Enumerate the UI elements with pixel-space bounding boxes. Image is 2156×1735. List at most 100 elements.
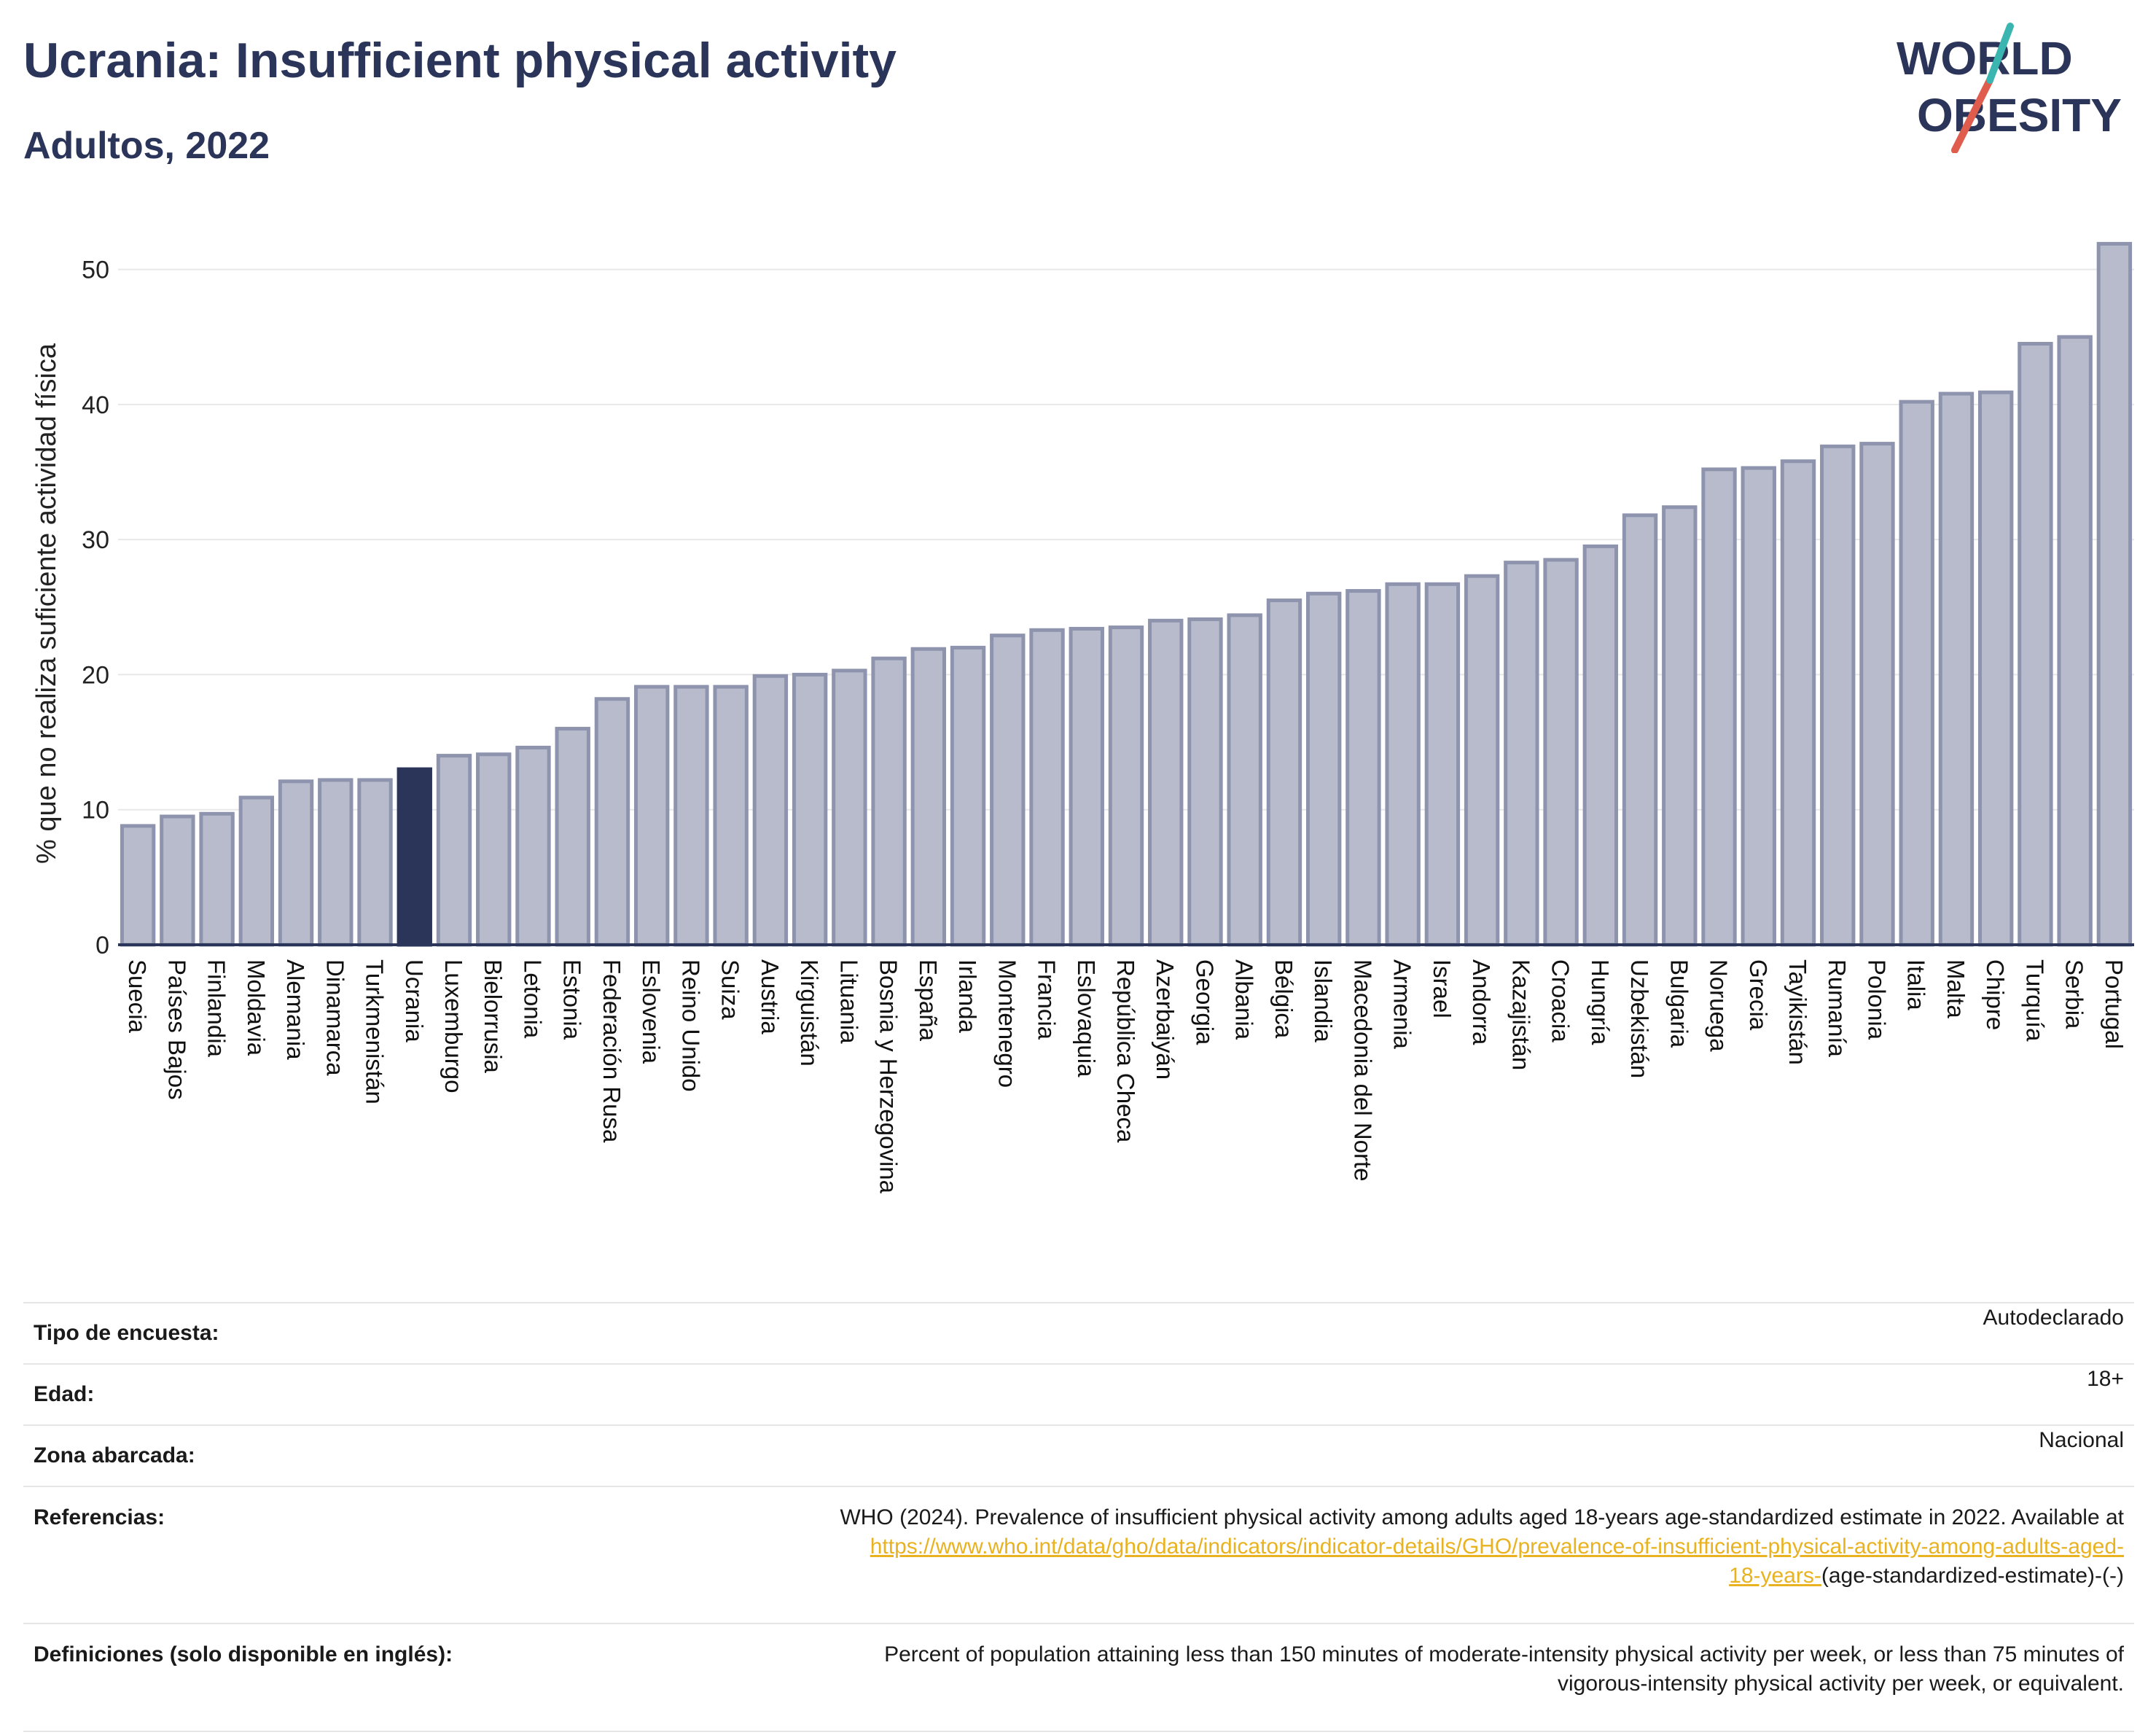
y-tick-label: 20 <box>82 661 109 689</box>
age-value: 18+ <box>554 1363 2134 1425</box>
bar <box>792 672 828 947</box>
bar <box>1859 442 1895 947</box>
x-tick-label: Uzbekistán <box>1626 959 1653 1078</box>
y-tick-label: 40 <box>82 391 109 419</box>
x-tick-label: Portugal <box>2101 959 2128 1049</box>
x-tick-label: Luxemburgo <box>440 959 467 1093</box>
page-title: Ucrania: Insufficient physical activity <box>23 33 897 88</box>
bar <box>1464 574 1500 947</box>
bar <box>990 633 1026 947</box>
logo-line1: WORLD <box>1897 32 2073 85</box>
area-value: Nacional <box>554 1424 2134 1486</box>
bar <box>120 824 156 947</box>
x-tick-label: Suiza <box>717 959 744 1020</box>
x-tick-label: Moldavia <box>243 959 270 1056</box>
world-obesity-logo: WORLD OBESITY <box>1897 23 2122 153</box>
x-tick-label: Kirguistán <box>796 959 823 1067</box>
x-tick-label: Islandia <box>1310 959 1337 1042</box>
x-tick-label: Polonia <box>1863 959 1890 1040</box>
bar <box>713 685 749 947</box>
bar <box>1701 467 1737 947</box>
y-axis-label: % que no realiza suficiente actividad fí… <box>31 343 62 864</box>
bar <box>1345 589 1381 947</box>
y-tick-label: 30 <box>82 526 109 554</box>
x-tick-label: Italia <box>1903 959 1930 1010</box>
references-text: WHO (2024). Prevalence of insufficient p… <box>840 1505 2124 1529</box>
bar <box>752 674 789 947</box>
x-tick-label: Rumanía <box>1824 959 1851 1058</box>
definitions-label: Definiciones (solo disponible en inglés)… <box>23 1623 554 1732</box>
bar <box>476 752 512 947</box>
bar <box>2057 335 2093 947</box>
bar-highlight <box>397 767 432 947</box>
x-tick-label: Francia <box>1034 959 1061 1040</box>
bar <box>2018 341 2053 947</box>
definitions-line2: vigorous-intensity physical activity per… <box>1557 1672 2124 1696</box>
bar <box>1662 505 1698 947</box>
bar <box>673 685 709 947</box>
bar <box>436 754 472 947</box>
x-tick-label: Bulgaria <box>1665 959 1692 1048</box>
x-tick-label: Grecia <box>1745 959 1772 1031</box>
bar <box>515 745 551 947</box>
logo-slash-red <box>1951 77 1993 153</box>
area-label: Zona abarcada: <box>23 1424 554 1486</box>
bar <box>871 656 907 947</box>
x-tick-label: Andorra <box>1468 959 1495 1045</box>
x-tick-label: Finlandia <box>203 959 230 1058</box>
bar <box>555 727 590 947</box>
y-tick-label: 0 <box>95 932 109 959</box>
x-tick-label: Israel <box>1429 959 1456 1018</box>
references-value: WHO (2024). Prevalence of insufficient p… <box>554 1486 2134 1623</box>
bar <box>1029 628 1065 947</box>
x-tick-label: Kazajistán <box>1507 959 1534 1070</box>
bar <box>1108 625 1144 947</box>
bar <box>910 647 947 947</box>
x-tick-label: Bosnia y Herzegovina <box>875 959 902 1194</box>
x-tick-label: Reino Unido <box>677 959 704 1092</box>
bar <box>318 778 354 947</box>
x-tick-label: Turquía <box>2021 959 2048 1042</box>
x-tick-label: Lituania <box>835 959 862 1044</box>
x-tick-label: Turkmenistán <box>362 959 388 1104</box>
survey-type-value: Autodeclarado <box>554 1302 2134 1364</box>
x-tick-label: Tayikistán <box>1784 959 1811 1065</box>
definitions-value: Percent of population attaining less tha… <box>554 1623 2134 1732</box>
bar <box>1385 582 1421 947</box>
y-axis-ticks: 0 10 20 30 40 50 <box>82 257 109 959</box>
info-table: Tipo de encuesta: Autodeclarado Edad: 18… <box>23 1302 2134 1732</box>
references-link[interactable]: https://www.who.int/data/gho/data/indica… <box>870 1535 2124 1588</box>
x-tick-label: España <box>915 959 942 1042</box>
x-tick-label: Serbia <box>2061 959 2088 1029</box>
bar <box>1820 444 1856 947</box>
bar <box>1780 459 1816 947</box>
x-tick-label: Armenia <box>1389 959 1416 1050</box>
bar <box>594 697 630 947</box>
bar <box>1504 561 1539 947</box>
x-axis-labels: Suecia Países Bajos Finlandia Moldavia Alema… <box>124 959 2128 1194</box>
x-tick-label: Georgia <box>1191 959 1218 1045</box>
bar <box>1187 617 1223 947</box>
bar <box>2096 241 2133 947</box>
bar <box>1069 626 1104 947</box>
bar <box>1938 391 1975 947</box>
logo-line2: OBESITY <box>1917 89 2122 141</box>
bar <box>950 645 986 947</box>
bar <box>832 668 867 947</box>
bars <box>120 241 2133 947</box>
references-suffix: (age-standardized-estimate)-(-) <box>1821 1564 2124 1588</box>
x-tick-label: Chipre <box>1982 959 2009 1030</box>
x-tick-label: Montenegro <box>993 959 1020 1088</box>
x-tick-label: Letonia <box>519 959 546 1039</box>
bar <box>1148 618 1184 947</box>
bar <box>278 779 314 947</box>
bar <box>633 685 670 947</box>
page-subtitle: Adultos, 2022 <box>23 125 270 167</box>
y-tick-label: 50 <box>82 257 109 284</box>
x-tick-label: Dinamarca <box>321 959 348 1076</box>
x-tick-label: Hungría <box>1587 959 1614 1045</box>
x-tick-label: Macedonia del Norte <box>1349 959 1376 1182</box>
bar <box>199 811 235 947</box>
bar <box>238 795 275 947</box>
x-tick-label: Eslovenia <box>638 959 665 1064</box>
